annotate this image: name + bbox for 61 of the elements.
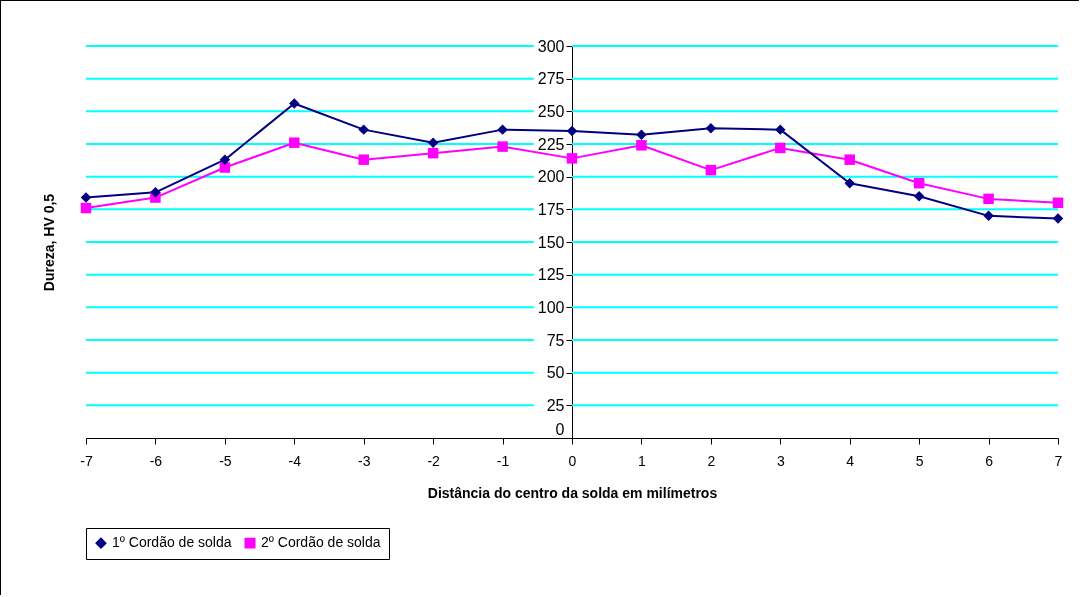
- point: [219, 162, 231, 173]
- x-tick-label: -7: [80, 452, 93, 469]
- point: [219, 154, 231, 165]
- point: [497, 124, 508, 135]
- y-tick-label: 250: [537, 102, 565, 120]
- point: [1052, 213, 1064, 224]
- x-tick-label: 5: [915, 452, 924, 469]
- point: [289, 98, 300, 109]
- point: [150, 187, 161, 198]
- legend-label: 2º Cordão de solda: [261, 534, 381, 551]
- y-tick-label: 175: [537, 200, 565, 218]
- point: [1052, 197, 1064, 209]
- y-tick-label: 25: [546, 396, 565, 414]
- point: [636, 129, 647, 141]
- x-tick-label: 3: [776, 452, 785, 469]
- x-tick-label: -3: [357, 452, 371, 469]
- y-axis-title: Dureza, HV 0,5: [40, 193, 57, 292]
- point: [705, 123, 717, 134]
- y-tick-label: 50: [546, 364, 565, 382]
- legend-label: 1º Cordão de solda: [112, 534, 232, 551]
- x-tick-label: -4: [288, 452, 302, 469]
- x-tick-label: -5: [219, 452, 232, 469]
- x-tick-label: 6: [985, 452, 994, 469]
- point: [844, 177, 855, 189]
- x-tick-label: 1: [638, 452, 647, 469]
- point: [497, 141, 508, 152]
- point: [358, 154, 369, 165]
- x-tick-label: -1: [496, 452, 510, 469]
- y-tick-label: 75: [546, 331, 565, 349]
- point: [427, 137, 439, 148]
- point: [566, 125, 578, 137]
- x-tick-label: 0: [568, 452, 577, 469]
- y-tick-label: 0: [555, 420, 565, 438]
- y-tick-label: 125: [537, 266, 565, 284]
- point: [775, 124, 786, 135]
- point: [636, 140, 647, 151]
- y-tick-label: 100: [537, 298, 565, 316]
- x-tick-label: -6: [149, 452, 163, 469]
- point: [358, 124, 369, 135]
- point: [983, 210, 994, 222]
- y-tick-label: 225: [537, 135, 565, 153]
- point: [844, 154, 855, 165]
- y-tick-label: 275: [537, 70, 565, 88]
- x-axis-title: Distância do centro da solda em milímetros: [427, 484, 718, 501]
- point: [80, 192, 92, 203]
- point: [566, 153, 578, 164]
- x-tick-label: -2: [427, 452, 441, 469]
- point: [913, 191, 925, 202]
- y-tick-label: 200: [537, 168, 565, 186]
- x-tick-label: 2: [707, 452, 716, 469]
- point: [289, 137, 300, 148]
- point: [705, 164, 717, 176]
- point: [80, 202, 92, 214]
- x-tick-label: 4: [846, 452, 855, 469]
- y-tick-label: 300: [537, 37, 565, 55]
- point: [913, 177, 925, 189]
- point: [775, 142, 786, 154]
- y-tick-label: 150: [537, 233, 565, 251]
- x-tick-label: 7: [1054, 452, 1063, 469]
- point: [427, 147, 439, 159]
- point: [983, 193, 994, 205]
